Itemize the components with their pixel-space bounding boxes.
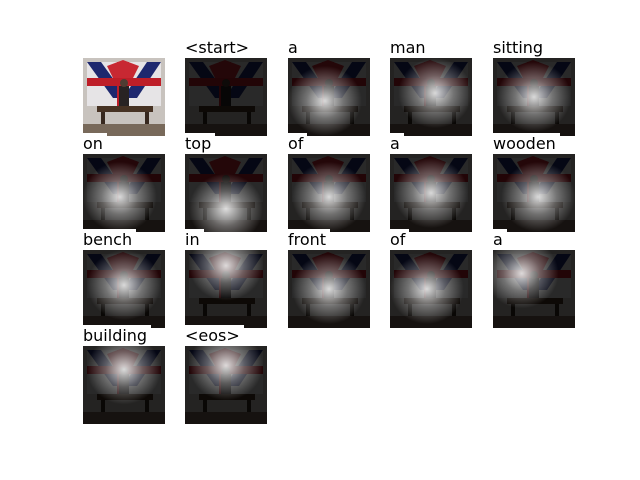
caption-word: a bbox=[493, 229, 507, 250]
caption-word: wooden bbox=[493, 133, 560, 154]
attention-tile: a bbox=[493, 229, 575, 332]
attention-tile: sitting bbox=[493, 37, 575, 140]
attention-map bbox=[185, 58, 267, 136]
attention-map bbox=[185, 250, 267, 328]
attention-tile: <start> bbox=[185, 37, 267, 140]
attention-map bbox=[288, 58, 370, 136]
caption-word: a bbox=[390, 133, 404, 154]
attention-map bbox=[288, 250, 370, 328]
caption-word: front bbox=[288, 229, 331, 250]
attention-tile: a bbox=[390, 133, 472, 236]
attention-tile: <eos> bbox=[185, 325, 267, 428]
caption-word: a bbox=[288, 37, 302, 58]
attention-tile: wooden bbox=[493, 133, 575, 236]
caption-word: in bbox=[185, 229, 204, 250]
attention-map bbox=[288, 154, 370, 232]
attention-tile: in bbox=[185, 229, 267, 332]
attention-map bbox=[493, 58, 575, 136]
attention-tile: of bbox=[288, 133, 370, 236]
attention-map bbox=[493, 154, 575, 232]
attention-map bbox=[83, 250, 165, 328]
attention-map bbox=[390, 154, 472, 232]
attention-map bbox=[493, 250, 575, 328]
caption-word: <eos> bbox=[185, 325, 244, 346]
attention-map bbox=[83, 346, 165, 424]
attention-tile: of bbox=[390, 229, 472, 332]
attention-tile: on bbox=[83, 133, 165, 236]
caption-word: sitting bbox=[493, 37, 548, 58]
attention-tile: top bbox=[185, 133, 267, 236]
caption-word: building bbox=[83, 325, 152, 346]
attention-tile: a bbox=[288, 37, 370, 140]
attention-tile: bench bbox=[83, 229, 165, 332]
attention-map bbox=[390, 58, 472, 136]
attention-map bbox=[185, 154, 267, 232]
caption-word: bench bbox=[83, 229, 137, 250]
source-photo bbox=[83, 58, 165, 136]
attention-tile: building bbox=[83, 325, 165, 428]
caption-word: man bbox=[390, 37, 430, 58]
caption-word: of bbox=[390, 229, 410, 250]
attention-map bbox=[185, 346, 267, 424]
caption-word: on bbox=[83, 133, 107, 154]
attention-map bbox=[83, 154, 165, 232]
caption-word: of bbox=[288, 133, 308, 154]
attention-tile: front bbox=[288, 229, 370, 332]
attention-map bbox=[390, 250, 472, 328]
caption-word: top bbox=[185, 133, 216, 154]
attention-tile: man bbox=[390, 37, 472, 140]
original-image bbox=[83, 58, 165, 140]
caption-word: <start> bbox=[185, 37, 254, 58]
